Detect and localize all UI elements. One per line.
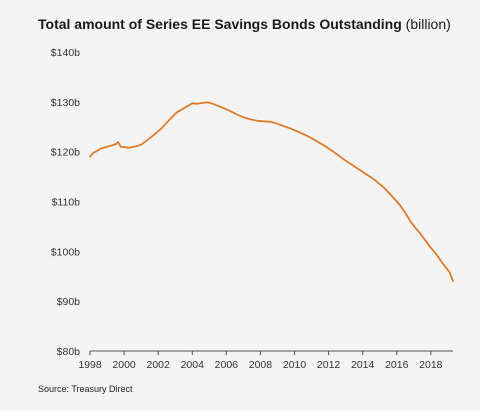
source-note: Source: Treasury Direct [38, 384, 133, 394]
y-tick-label: $100b [51, 246, 80, 258]
x-tick-label: 2000 [112, 359, 136, 371]
x-tick-label: 2008 [249, 359, 273, 371]
x-tick-label: 2010 [283, 359, 307, 371]
chart-title-main: Total amount of Series EE Savings Bonds … [38, 16, 402, 32]
x-tick-label: 2004 [181, 359, 205, 371]
x-tick-label: 2002 [146, 359, 170, 371]
y-tick-label: $140b [51, 47, 80, 59]
chart-title: Total amount of Series EE Savings Bonds … [38, 16, 451, 32]
chart-title-unit: (billion) [405, 16, 451, 32]
x-tick-label: 1998 [78, 359, 102, 371]
y-tick-label: $80b [57, 346, 81, 358]
x-tick-label: 2018 [419, 359, 443, 371]
y-tick-label: $130b [51, 97, 80, 109]
x-tick-label: 2016 [385, 359, 409, 371]
y-tick-label: $90b [57, 296, 81, 308]
x-tick-label: 2014 [351, 359, 375, 371]
y-tick-label: $120b [51, 147, 80, 159]
x-tick-label: 2012 [317, 359, 341, 371]
x-tick-label: 2006 [215, 359, 239, 371]
series-line [89, 101, 454, 283]
y-tick-label: $110b [52, 197, 81, 209]
